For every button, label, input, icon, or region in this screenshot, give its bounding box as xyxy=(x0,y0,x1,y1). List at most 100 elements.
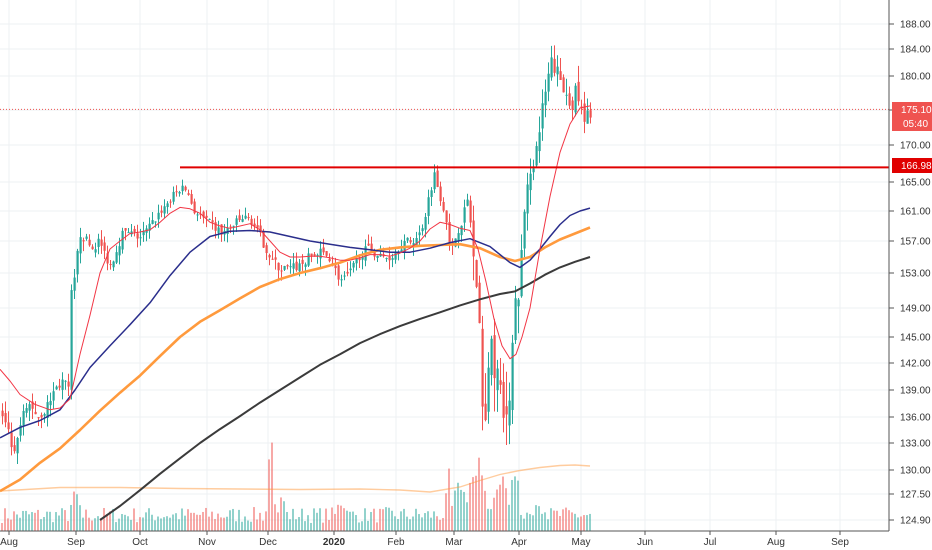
y-tick-label: 145.00 xyxy=(900,333,931,344)
candle-body xyxy=(439,186,442,202)
volume-bar xyxy=(487,508,489,531)
candle-body xyxy=(127,232,130,234)
candle-body xyxy=(118,246,121,256)
volume-bar xyxy=(46,511,48,531)
candle-body xyxy=(415,238,418,246)
volume-bar xyxy=(106,514,108,531)
candle-body xyxy=(391,258,394,260)
volume-bar xyxy=(379,508,381,531)
volume-bar xyxy=(169,517,171,531)
volume-bar xyxy=(4,508,6,531)
volume-bar xyxy=(130,519,132,531)
candle-body xyxy=(418,232,421,236)
y-tick-label: 127.50 xyxy=(900,490,931,501)
volume-bar xyxy=(436,516,438,531)
candle-body xyxy=(88,239,91,246)
candle-body xyxy=(169,201,172,203)
candle-body xyxy=(64,380,67,382)
volume-bar xyxy=(136,522,138,531)
y-tick-label: 153.00 xyxy=(900,269,931,280)
time-axis[interactable]: Aug Sep Oct Nov Dec 2020 Feb Mar Apr May Jun Jul Aug… xyxy=(0,530,889,548)
y-tick-label: 161.00 xyxy=(900,207,931,218)
ma-mid-line xyxy=(0,207,591,439)
candle-body xyxy=(94,249,97,253)
volume-bar xyxy=(202,511,204,531)
volume-bar xyxy=(235,521,237,531)
volume-bar xyxy=(523,518,525,531)
volume-bar xyxy=(391,510,393,531)
candle-body xyxy=(523,211,526,249)
candle-body xyxy=(325,251,328,256)
candle-body xyxy=(307,253,310,266)
price-badges: 166.98 175.10 05:40 xyxy=(892,102,932,173)
candle-body xyxy=(106,253,109,264)
volume-bar xyxy=(304,521,306,531)
candle-body xyxy=(328,258,331,262)
candle-body xyxy=(13,445,16,452)
volume-bar xyxy=(283,501,285,531)
candle-body xyxy=(421,228,424,232)
candle-body xyxy=(217,227,220,233)
volume-bar xyxy=(13,511,15,531)
volume-bar xyxy=(469,482,471,531)
price-axis[interactable]: 124.90 127.50 130.00 133.00 136.00 139.00 142.… xyxy=(888,0,931,531)
candle-body xyxy=(49,400,52,406)
volume-bar xyxy=(535,505,537,531)
candle-body xyxy=(274,257,277,260)
candle-body xyxy=(292,263,295,269)
candle-body xyxy=(136,233,139,239)
volume-bar xyxy=(244,516,246,531)
candle-body xyxy=(508,400,511,426)
y-tick-label: 184.00 xyxy=(900,45,931,56)
volume-bar xyxy=(430,517,432,531)
volume-bar xyxy=(109,511,111,531)
volume-bar xyxy=(121,514,123,531)
volume-bar xyxy=(292,508,294,531)
y-tick-label: 170.00 xyxy=(900,141,931,152)
candle-body xyxy=(142,231,145,236)
volume-bar xyxy=(400,511,402,531)
candle-body xyxy=(79,237,82,254)
candle-body xyxy=(193,201,196,214)
countdown-timer: 05:40 xyxy=(903,119,928,130)
x-tick-label: May xyxy=(572,537,591,548)
candle-body xyxy=(19,425,22,436)
volume-bar xyxy=(349,511,351,531)
candle-body xyxy=(115,252,118,263)
candle-body xyxy=(466,199,469,206)
volume-bar xyxy=(214,518,216,531)
volume-bar xyxy=(481,475,483,531)
candle-body xyxy=(358,257,361,261)
volume-bar xyxy=(541,513,543,531)
candle-body xyxy=(352,262,355,268)
candle-body xyxy=(187,193,190,195)
volume-bars xyxy=(0,442,591,531)
volume-bar xyxy=(133,508,135,531)
x-tick-label: Aug xyxy=(0,537,18,548)
volume-bar xyxy=(28,514,30,531)
candle-body xyxy=(589,110,592,118)
candle-body xyxy=(526,184,529,214)
volume-bar xyxy=(577,517,579,531)
candle-body xyxy=(67,381,70,387)
volume-bar xyxy=(352,511,354,531)
candle-body xyxy=(319,248,322,259)
volume-bar xyxy=(76,494,78,531)
candle-body xyxy=(232,225,235,227)
volume-bar xyxy=(280,497,282,531)
volume-bar xyxy=(355,515,357,531)
volume-bar xyxy=(22,510,24,531)
candle-body xyxy=(487,367,490,412)
candle-body xyxy=(16,438,19,454)
volume-bar xyxy=(505,488,507,531)
volume-bar xyxy=(529,514,531,531)
candle-body xyxy=(565,94,568,96)
moving-averages xyxy=(0,105,591,521)
ma-fast-line xyxy=(0,105,591,411)
volume-bar xyxy=(385,507,387,531)
volume-bar xyxy=(88,517,90,531)
candlesticks xyxy=(1,45,592,465)
candle-body xyxy=(82,240,85,242)
candle-body xyxy=(148,223,151,231)
